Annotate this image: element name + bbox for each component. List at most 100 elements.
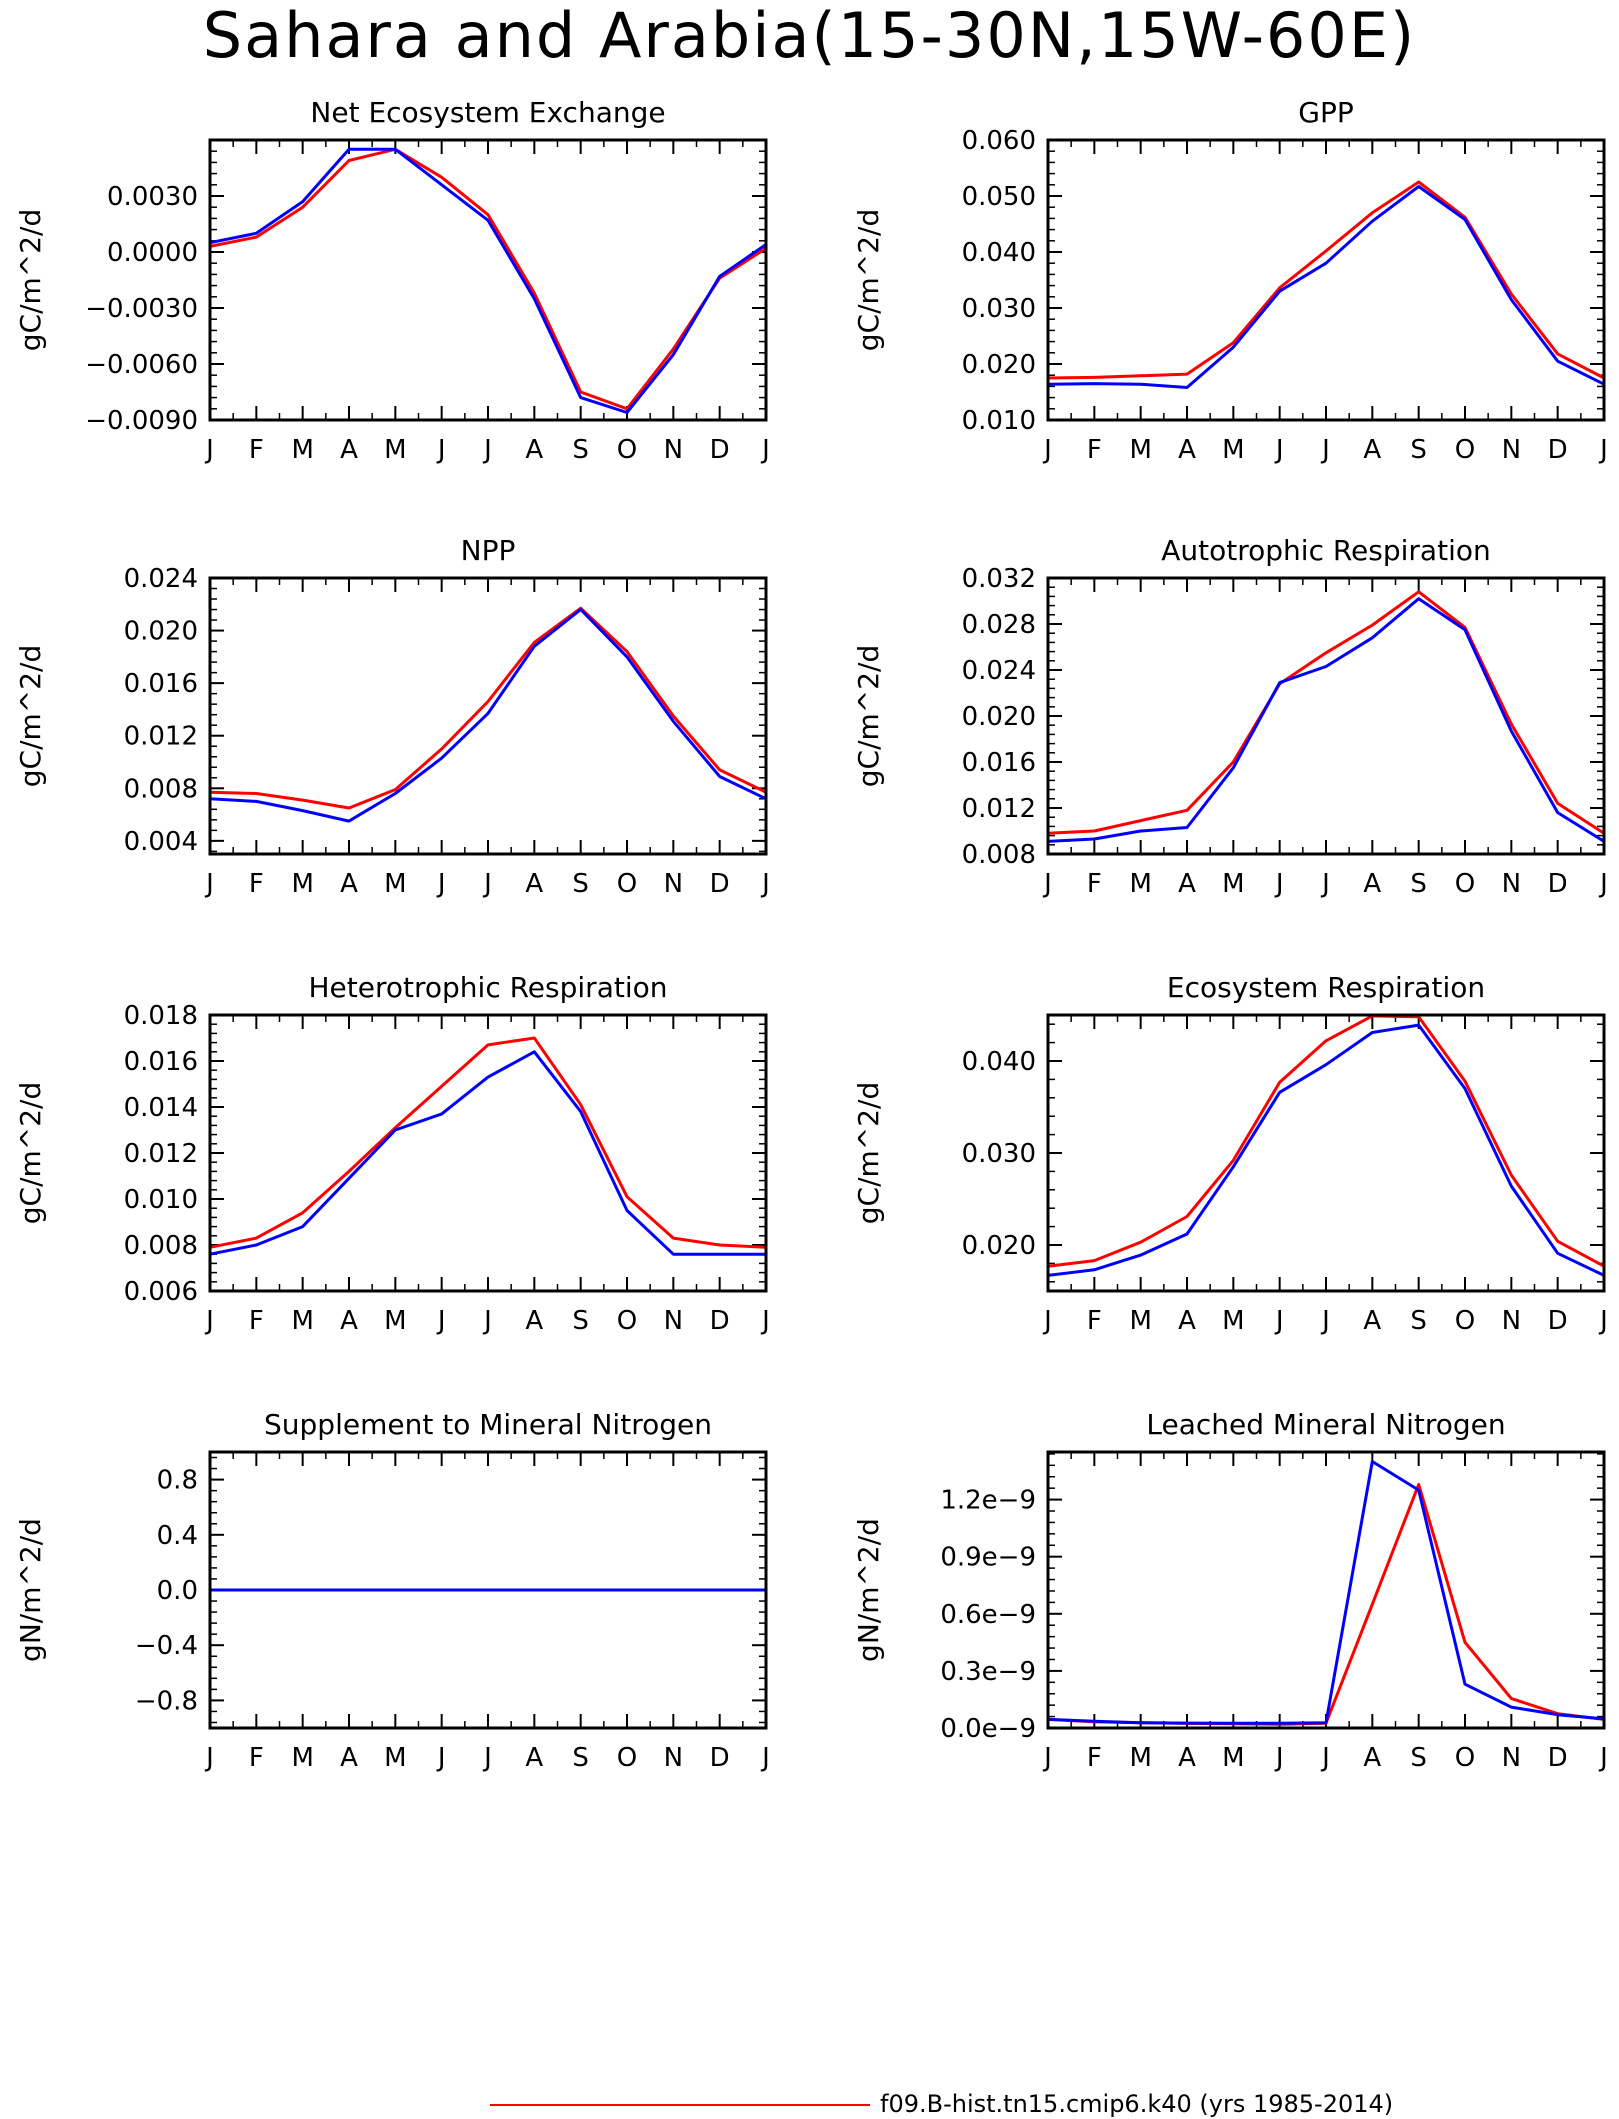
chart-4-y-axis-label: gC/m^2/d — [852, 645, 885, 788]
chart-1-x-tick-label: D — [710, 435, 730, 465]
chart-8-y-tick-label: 0.9e−9 — [940, 1543, 1036, 1573]
chart-3-x-tick-label: J — [204, 869, 214, 899]
chart-4-x-tick-label: N — [1502, 869, 1521, 899]
chart-3-x-tick-label: J — [760, 869, 770, 899]
chart-2-title: GPP — [1298, 96, 1353, 129]
chart-8-x-tick-label: A — [1363, 1743, 1381, 1773]
chart-3-x-tick-label: S — [572, 869, 589, 899]
chart-1-plot-frame — [208, 138, 768, 422]
chart-7-y-tick-label: 0.4 — [157, 1521, 198, 1551]
chart-6-x-tick-label: J — [1320, 1306, 1330, 1336]
chart-5-series-2-line — [209, 1050, 766, 1256]
chart-5-x-tick-label: O — [617, 1306, 637, 1336]
chart-2-y-tick-label: 0.040 — [962, 238, 1036, 268]
chart-4-x-tick-label: J — [1042, 869, 1052, 899]
chart-8-plot-frame — [1046, 1450, 1606, 1730]
chart-1-x-tick-label: J — [760, 435, 770, 465]
chart-3-y-tick-label: 0.016 — [124, 669, 198, 699]
chart-3-x-tick-label: M — [384, 869, 406, 899]
chart-8-y-tick-label: 1.2e−9 — [940, 1486, 1036, 1516]
chart-7-x-tick-label: J — [760, 1743, 770, 1773]
chart-2-y-axis-label: gC/m^2/d — [852, 209, 885, 352]
chart-2-y-tick-label: 0.050 — [962, 182, 1036, 212]
chart-3-y-tick-label: 0.004 — [124, 827, 198, 857]
chart-2-y-tick-label: 0.010 — [962, 406, 1036, 436]
chart-2-y-tick-label: 0.020 — [962, 350, 1036, 380]
chart-4-y-tick-label: 0.012 — [962, 794, 1036, 824]
chart-6-series-2-line — [1047, 1023, 1605, 1277]
chart-8-y-tick-label: 0.6e−9 — [940, 1600, 1036, 1630]
chart-1-x-tick-label: A — [525, 435, 543, 465]
chart-6-x-tick-label: D — [1548, 1306, 1568, 1336]
chart-6-y-tick-label: 0.030 — [962, 1139, 1036, 1169]
chart-6-plot-frame — [1046, 1013, 1606, 1293]
chart-3-x-tick-label: A — [340, 869, 358, 899]
chart-8-x-tick-label: A — [1178, 1743, 1196, 1773]
chart-5-x-tick-label: M — [291, 1306, 313, 1336]
chart-1-series-2-line — [209, 147, 767, 414]
chart-6-x-tick-label: A — [1363, 1306, 1381, 1336]
chart-8-x-tick-label: F — [1087, 1743, 1102, 1773]
chart-4-x-tick-label: F — [1087, 869, 1102, 899]
chart-5-x-tick-label: M — [384, 1306, 406, 1336]
chart-5-x-tick-label: J — [436, 1306, 446, 1336]
chart-6-x-tick-label: M — [1222, 1306, 1244, 1336]
chart-4-x-tick-label: A — [1178, 869, 1196, 899]
chart-5-x-tick-label: J — [760, 1306, 770, 1336]
chart-2-x-tick-label: N — [1502, 435, 1521, 465]
chart-8-x-tick-label: N — [1502, 1743, 1521, 1773]
chart-2-x-tick-label: J — [1274, 435, 1284, 465]
chart-3-y-tick-label: 0.024 — [124, 564, 198, 594]
chart-2-x-tick-label: M — [1129, 435, 1151, 465]
chart-7-x-tick-label: O — [617, 1743, 637, 1773]
chart-3-x-tick-label: F — [249, 869, 264, 899]
chart-4-y-tick-label: 0.008 — [962, 840, 1036, 870]
chart-1-y-tick-label: −0.0090 — [85, 406, 198, 436]
chart-4-x-tick-label: J — [1598, 869, 1608, 899]
chart-7-x-tick-label: J — [482, 1743, 492, 1773]
chart-7-x-tick-label: M — [291, 1743, 313, 1773]
chart-6-x-tick-label: F — [1087, 1306, 1102, 1336]
chart-7-title: Supplement to Mineral Nitrogen — [264, 1408, 712, 1441]
chart-5-y-tick-label: 0.014 — [124, 1093, 198, 1123]
chart-2-x-tick-label: J — [1598, 435, 1608, 465]
chart-6-x-tick-label: S — [1410, 1306, 1427, 1336]
chart-8-x-tick-label: M — [1129, 1743, 1151, 1773]
chart-3-x-tick-label: D — [710, 869, 730, 899]
chart-5-x-tick-label: J — [482, 1306, 492, 1336]
chart-6-y-tick-label: 0.020 — [962, 1231, 1036, 1261]
chart-1-x-tick-label: M — [384, 435, 406, 465]
chart-1-x-tick-label: O — [617, 435, 637, 465]
chart-8-x-tick-label: J — [1320, 1743, 1330, 1773]
chart-5-x-tick-label: A — [340, 1306, 358, 1336]
chart-7-x-tick-label: S — [572, 1743, 589, 1773]
chart-7-x-tick-label: F — [249, 1743, 264, 1773]
chart-3-x-tick-label: J — [482, 869, 492, 899]
chart-2-series-1-line — [1047, 180, 1605, 380]
chart-4-y-tick-label: 0.016 — [962, 748, 1036, 778]
page-title: Sahara and Arabia(15-30N,15W-60E) — [202, 0, 1417, 72]
chart-6-x-tick-label: J — [1042, 1306, 1052, 1336]
chart-8-y-axis-label: gN/m^2/d — [852, 1518, 885, 1662]
chart-4-x-tick-label: D — [1548, 869, 1568, 899]
chart-8-y-tick-label: 0.0e−9 — [940, 1714, 1036, 1744]
chart-1-x-tick-label: J — [482, 435, 492, 465]
chart-8-series-1-line — [1047, 1482, 1605, 1726]
chart-3-y-tick-label: 0.008 — [124, 774, 198, 804]
chart-1-x-tick-label: S — [572, 435, 589, 465]
chart-4-title: Autotrophic Respiration — [1161, 534, 1490, 567]
chart-3-y-tick-label: 0.020 — [124, 617, 198, 647]
chart-7-y-tick-label: −0.8 — [135, 1686, 198, 1716]
chart-5-x-tick-label: F — [249, 1306, 264, 1336]
chart-8-x-tick-label: S — [1410, 1743, 1427, 1773]
chart-8-x-tick-label: M — [1222, 1743, 1244, 1773]
chart-5-y-tick-label: 0.012 — [124, 1139, 198, 1169]
chart-3-series-1-line — [209, 606, 767, 810]
chart-6-x-tick-label: J — [1274, 1306, 1284, 1336]
chart-7-x-tick-label: A — [340, 1743, 358, 1773]
chart-2-plot-frame — [1046, 138, 1606, 422]
chart-1-y-tick-label: −0.0060 — [85, 350, 198, 380]
chart-7-x-tick-label: D — [710, 1743, 730, 1773]
chart-7-x-tick-label: J — [436, 1743, 446, 1773]
